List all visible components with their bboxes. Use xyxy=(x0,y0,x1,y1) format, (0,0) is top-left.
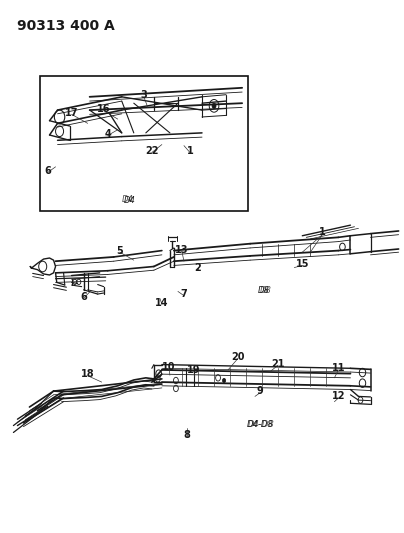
Text: 20: 20 xyxy=(231,352,245,361)
Circle shape xyxy=(212,103,216,109)
Bar xyxy=(40,76,248,211)
Text: 19: 19 xyxy=(187,365,201,375)
Text: D8: D8 xyxy=(259,286,271,295)
Text: 14: 14 xyxy=(155,297,168,308)
Text: 17: 17 xyxy=(65,108,78,118)
Text: 7: 7 xyxy=(181,289,187,299)
Text: 2: 2 xyxy=(195,263,201,273)
Text: 5: 5 xyxy=(116,246,123,256)
Text: 16: 16 xyxy=(97,104,110,114)
Text: 9: 9 xyxy=(257,386,263,396)
Text: 1: 1 xyxy=(187,146,194,156)
Text: 15: 15 xyxy=(296,259,309,269)
Text: 22: 22 xyxy=(145,146,159,156)
Text: D4-D8: D4-D8 xyxy=(248,420,275,429)
Text: 21: 21 xyxy=(271,359,285,368)
Circle shape xyxy=(223,378,226,383)
Text: D8: D8 xyxy=(258,286,270,295)
Text: 10: 10 xyxy=(162,362,176,372)
Text: 6: 6 xyxy=(80,292,87,302)
Text: D4: D4 xyxy=(124,196,136,205)
Text: 8: 8 xyxy=(183,430,190,440)
Text: 11: 11 xyxy=(332,364,345,373)
Text: 90313 400 A: 90313 400 A xyxy=(17,19,115,34)
Text: 6: 6 xyxy=(44,166,51,176)
Text: D4: D4 xyxy=(122,195,134,204)
Text: 1: 1 xyxy=(319,227,326,237)
Text: 4: 4 xyxy=(104,129,111,139)
Text: 13: 13 xyxy=(175,245,189,255)
Text: 18: 18 xyxy=(81,369,95,379)
Text: 12: 12 xyxy=(332,391,345,401)
Text: 3: 3 xyxy=(141,90,147,100)
Text: D4-D8: D4-D8 xyxy=(247,420,274,429)
